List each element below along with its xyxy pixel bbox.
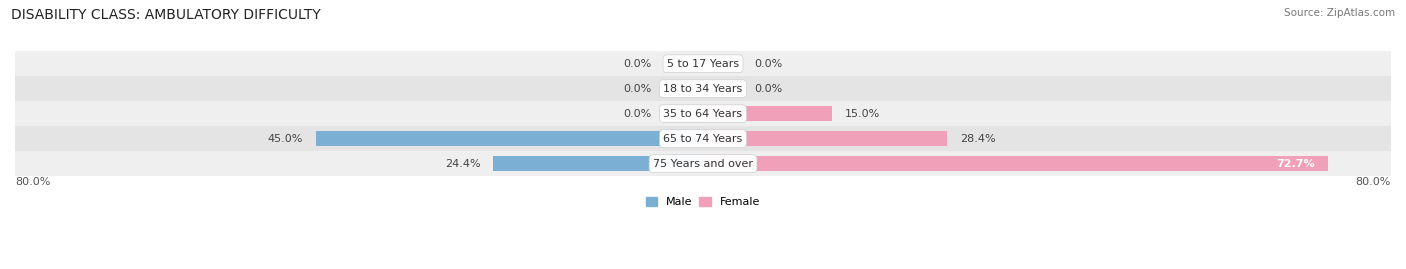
Bar xyxy=(15,76,1391,101)
Text: 75 Years and over: 75 Years and over xyxy=(652,159,754,169)
Bar xyxy=(15,101,1391,126)
Text: 5 to 17 Years: 5 to 17 Years xyxy=(666,59,740,69)
Text: 45.0%: 45.0% xyxy=(267,134,304,144)
Text: 0.0%: 0.0% xyxy=(623,59,651,69)
Bar xyxy=(15,151,1391,176)
Bar xyxy=(15,51,1391,76)
Text: 0.0%: 0.0% xyxy=(755,84,783,94)
Legend: Male, Female: Male, Female xyxy=(647,197,759,207)
Bar xyxy=(703,156,1329,171)
Text: 80.0%: 80.0% xyxy=(1355,177,1391,187)
Bar xyxy=(15,126,1391,151)
Text: 0.0%: 0.0% xyxy=(623,109,651,119)
Text: 15.0%: 15.0% xyxy=(845,109,880,119)
Text: DISABILITY CLASS: AMBULATORY DIFFICULTY: DISABILITY CLASS: AMBULATORY DIFFICULTY xyxy=(11,8,321,22)
Text: 65 to 74 Years: 65 to 74 Years xyxy=(664,134,742,144)
Bar xyxy=(494,156,703,171)
Text: 80.0%: 80.0% xyxy=(15,177,51,187)
Bar xyxy=(316,131,703,146)
Text: 0.0%: 0.0% xyxy=(623,84,651,94)
Text: Source: ZipAtlas.com: Source: ZipAtlas.com xyxy=(1284,8,1395,18)
Text: 24.4%: 24.4% xyxy=(444,159,481,169)
Text: 18 to 34 Years: 18 to 34 Years xyxy=(664,84,742,94)
Text: 72.7%: 72.7% xyxy=(1277,159,1316,169)
Text: 28.4%: 28.4% xyxy=(960,134,995,144)
Bar xyxy=(703,106,832,121)
Text: 0.0%: 0.0% xyxy=(755,59,783,69)
Bar xyxy=(703,131,948,146)
Text: 35 to 64 Years: 35 to 64 Years xyxy=(664,109,742,119)
